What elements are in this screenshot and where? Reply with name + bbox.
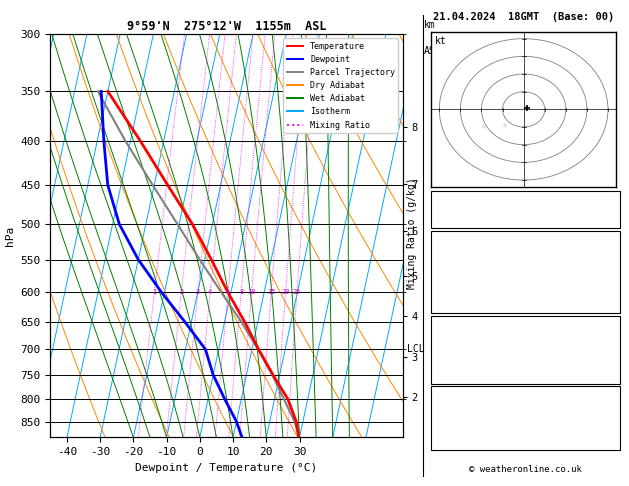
Text: 12.7: 12.7 [592, 255, 617, 265]
Text: Hodograph: Hodograph [497, 388, 554, 398]
Text: km: km [424, 20, 435, 30]
Text: 20: 20 [281, 289, 290, 295]
Text: 0: 0 [611, 373, 617, 383]
Text: StmDir: StmDir [435, 426, 472, 435]
Text: 29.8: 29.8 [592, 243, 617, 254]
Text: Temp (°C): Temp (°C) [435, 243, 491, 254]
Text: Lifted Index: Lifted Index [435, 350, 509, 361]
Text: 1: 1 [611, 350, 617, 361]
Text: 346: 346 [598, 267, 617, 277]
Text: CAPE (J): CAPE (J) [435, 362, 484, 372]
Text: Surface: Surface [503, 232, 547, 242]
Text: 3: 3 [196, 289, 200, 295]
X-axis label: Dewpoint / Temperature (°C): Dewpoint / Temperature (°C) [135, 463, 318, 473]
Text: StmSpd (kt): StmSpd (kt) [435, 438, 503, 448]
Text: © weatheronline.co.uk: © weatheronline.co.uk [469, 465, 582, 474]
Text: 887: 887 [598, 328, 617, 338]
Text: 33: 33 [604, 192, 617, 202]
Text: 2: 2 [179, 289, 184, 295]
Text: θᴇ(K): θᴇ(K) [435, 267, 466, 277]
Text: *: * [502, 123, 508, 133]
Text: Dewp (°C): Dewp (°C) [435, 255, 491, 265]
Text: 2: 2 [611, 413, 617, 423]
Legend: Temperature, Dewpoint, Parcel Trajectory, Dry Adiabat, Wet Adiabat, Isotherm, Mi: Temperature, Dewpoint, Parcel Trajectory… [284, 38, 398, 133]
Text: kt: kt [435, 36, 447, 46]
Text: 6: 6 [226, 289, 230, 295]
Text: Most Unstable: Most Unstable [484, 316, 566, 327]
Text: PW (cm): PW (cm) [435, 217, 479, 227]
Text: 56: 56 [604, 362, 617, 372]
Text: K: K [435, 192, 441, 202]
Text: Pressure (mb): Pressure (mb) [435, 328, 516, 338]
Text: EH: EH [435, 400, 447, 410]
Text: 4: 4 [208, 289, 213, 295]
Text: 2.27: 2.27 [592, 217, 617, 227]
Text: Lifted Index: Lifted Index [435, 279, 509, 289]
Text: Totals Totals: Totals Totals [435, 205, 516, 214]
Text: 2: 2 [611, 400, 617, 410]
Text: 8: 8 [239, 289, 243, 295]
Text: 15: 15 [267, 289, 276, 295]
Y-axis label: hPa: hPa [5, 226, 15, 246]
Text: SREH: SREH [435, 413, 460, 423]
Text: 42: 42 [604, 205, 617, 214]
Text: 21.04.2024  18GMT  (Base: 00): 21.04.2024 18GMT (Base: 00) [433, 12, 615, 22]
Text: CIN (J): CIN (J) [435, 373, 479, 383]
Text: 346: 346 [598, 339, 617, 349]
Text: LCL: LCL [407, 344, 425, 354]
Text: 56: 56 [604, 291, 617, 301]
Text: ASL: ASL [424, 46, 442, 56]
Text: Mixing Ratio (g/kg): Mixing Ratio (g/kg) [407, 177, 417, 289]
Text: 1: 1 [152, 289, 157, 295]
Text: 25: 25 [292, 289, 301, 295]
Text: 0: 0 [611, 303, 617, 312]
Text: 1: 1 [611, 438, 617, 448]
Text: 1: 1 [611, 279, 617, 289]
Text: θᴇ (K): θᴇ (K) [435, 339, 472, 349]
Text: CAPE (J): CAPE (J) [435, 291, 484, 301]
Text: *: * [481, 124, 486, 134]
Text: CIN (J): CIN (J) [435, 303, 479, 312]
Title: 9°59'N  275°12'W  1155m  ASL: 9°59'N 275°12'W 1155m ASL [126, 20, 326, 33]
Text: 10: 10 [247, 289, 256, 295]
Text: 64°: 64° [598, 426, 617, 435]
